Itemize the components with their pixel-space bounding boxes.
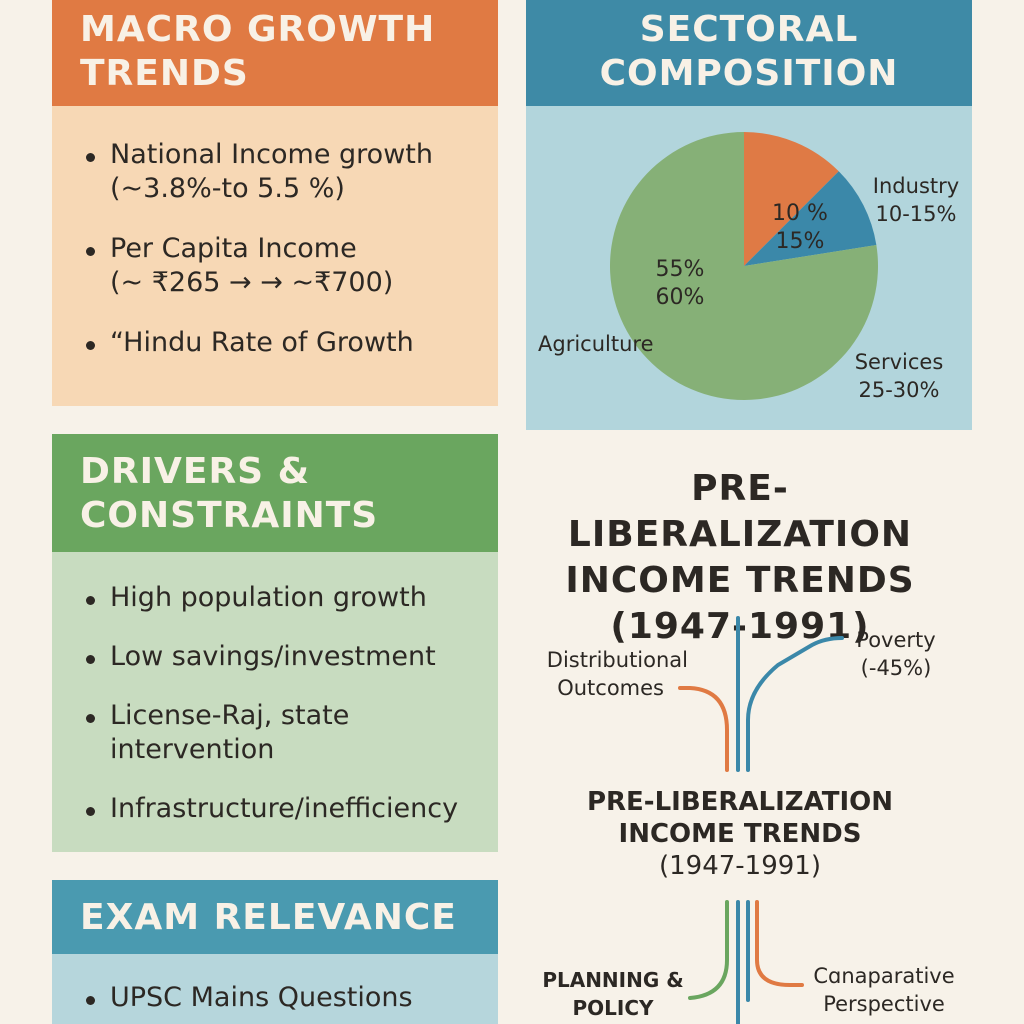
bullet-text: Per Capita Income — [110, 233, 357, 264]
sectoral-header: SECTORAL COMPOSITION — [526, 0, 972, 106]
bullet-text: intervention — [110, 734, 275, 765]
exam-header: EXAM RELEVANCE — [52, 880, 498, 954]
bullet-text: License-Raj, state — [110, 700, 350, 731]
macro-title-line-1: MACRO GROWTH — [80, 9, 436, 50]
sub-title-line-1: PRE-LIBERALIZATION — [586, 787, 894, 817]
industry-inner-top: 10 % — [772, 201, 828, 226]
lower-branch-orange — [755, 900, 804, 987]
macro-title-line-2: TRENDS — [80, 53, 249, 94]
main-title-line-2: INCOME TRENDS — [565, 560, 915, 601]
pie-slice-agriculture — [610, 132, 878, 400]
distributional-line-1: Distributional — [546, 648, 688, 672]
planning-policy-label: PLANNING & POLICY — [536, 966, 690, 1022]
exam-body: UPSC Mains Questions — [52, 954, 498, 1024]
poverty-line-1: Poverty — [856, 628, 936, 652]
industry-name: Industry — [872, 174, 960, 198]
drivers-body: High population growth Low savings/inves… — [52, 552, 498, 852]
bullet-text: National Income growth — [110, 139, 433, 170]
pie-slice-industry — [744, 132, 839, 266]
drivers-title-line-1: DRIVERS & — [80, 451, 311, 492]
industry-inner-bottom: 15% — [775, 229, 825, 254]
services-label: Services 25-30% — [844, 348, 954, 404]
main-title: PRE-LIBERALIZATION INCOME TRENDS (1947-1… — [520, 466, 960, 650]
bullet-per-capita: Per Capita Income (~ ₹265 → → ~₹700) — [52, 232, 498, 300]
distributional-outcomes-label: Distributional Outcomes — [526, 646, 688, 702]
industry-label: Industry 10-15% — [864, 172, 968, 228]
lower-branch-green — [688, 900, 729, 1000]
bullet-text: (~3.8%-to 5.5 %) — [110, 173, 345, 204]
macro-growth-header: MACRO GROWTH TRENDS — [52, 0, 498, 106]
macro-growth-body: National Income growth (~3.8%-to 5.5 %) … — [52, 106, 498, 406]
bullet-infrastructure: Infrastructure/inefficiency — [52, 792, 498, 826]
comparative-perspective-label: Cɑnaparative Perspective — [804, 962, 964, 1018]
agriculture-inner-label: 55% 60% — [640, 256, 720, 312]
drivers-title-line-2: CONSTRAINTS — [80, 495, 379, 536]
planning-line-2: POLICY — [572, 996, 654, 1020]
comparative-line-2: Perspective — [823, 992, 945, 1016]
bullet-savings: Low savings/investment — [52, 640, 498, 674]
sub-title-line-3: (1947-1991) — [658, 851, 821, 881]
bullet-text: Infrastructure/inefficiency — [110, 793, 459, 824]
bullet-hindu-rate: “Hindu Rate of Growth — [52, 326, 498, 360]
sub-title-line-2: INCOME TRENDS — [618, 819, 862, 849]
bullet-national-income: National Income growth (~3.8%-to 5.5 %) — [52, 138, 498, 206]
comparative-line-1: Cɑnaparative — [813, 964, 955, 988]
bullet-text: “Hindu Rate of Growth — [110, 327, 414, 358]
industry-range: 10-15% — [875, 202, 957, 226]
agriculture-inner-bottom: 60% — [655, 285, 705, 310]
exam-title: EXAM RELEVANCE — [80, 897, 457, 938]
upper-stem-blue-right — [746, 636, 844, 772]
bullet-population: High population growth — [52, 581, 498, 615]
bullet-upsc: UPSC Mains Questions — [52, 981, 498, 1015]
main-title-line-1: PRE-LIBERALIZATION — [567, 468, 913, 555]
sectoral-title-line-1: SECTORAL — [639, 9, 859, 50]
drivers-header: DRIVERS & CONSTRAINTS — [52, 434, 498, 552]
sectoral-body: 10 % 15% 55% 60% Industry 10-15% Service… — [526, 106, 972, 430]
services-range: 25-30% — [858, 378, 940, 402]
services-name: Services — [854, 350, 944, 374]
industry-inner-label: 10 % 15% — [760, 200, 840, 256]
poverty-label: Poverty (-45%) — [850, 626, 942, 682]
sector-pie-chart — [610, 132, 878, 400]
bullet-license-raj: License-Raj, state intervention — [52, 699, 498, 767]
planning-line-1: PLANNING & — [542, 968, 684, 992]
sub-title: PRE-LIBERALIZATION INCOME TRENDS (1947-1… — [560, 786, 920, 882]
sectoral-title-line-2: COMPOSITION — [599, 53, 899, 94]
bullet-text: Low savings/investment — [110, 641, 436, 672]
bullet-text: High population growth — [110, 582, 427, 613]
distributional-line-2: Outcomes — [557, 676, 664, 700]
bullet-text: (~ ₹265 → → ~₹700) — [110, 267, 394, 298]
poverty-line-2: (-45%) — [860, 656, 932, 680]
agriculture-label: Agriculture — [538, 332, 654, 356]
bullet-text: UPSC Mains Questions — [110, 982, 413, 1013]
agriculture-inner-top: 55% — [655, 257, 705, 282]
pie-slice-services — [744, 171, 877, 266]
